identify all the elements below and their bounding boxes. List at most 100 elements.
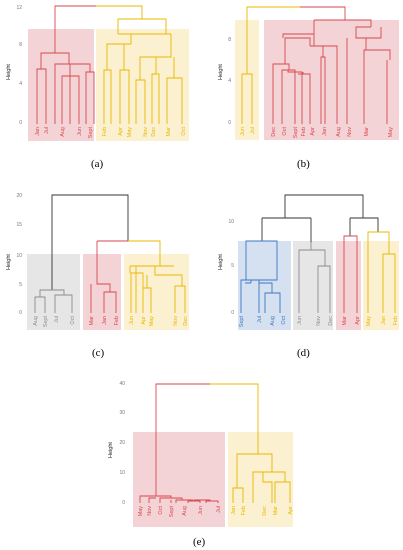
leaf-label: Jul: [250, 127, 256, 134]
leaf-label: May: [138, 506, 144, 517]
leaf-label: Jul: [216, 506, 222, 513]
leaf-label: Apr: [118, 127, 124, 136]
cluster-box-yellow: [124, 254, 189, 330]
leaf-label: May: [366, 316, 372, 327]
branch-yellow: [232, 453, 291, 503]
branch-red: [343, 235, 358, 313]
leaf-label: Dec: [262, 506, 268, 516]
leaf-label: Oct: [181, 127, 187, 136]
leaf-label: Jan: [102, 316, 108, 325]
cluster-box-gray: [293, 241, 333, 330]
leaf-label: Jun: [198, 506, 204, 515]
dendrogram-panel-e: Height 0 10 20 30 40 May Nov Oct Sept Au…: [108, 381, 294, 527]
y-tick-label: 10: [228, 219, 234, 225]
y-tick-label: 0: [122, 500, 125, 506]
leaf-label: Jun: [77, 127, 83, 136]
branch-root: [51, 194, 129, 290]
branch-red: [90, 240, 128, 313]
leaf-label: Aug: [33, 316, 39, 326]
leaf-label: Feb: [241, 506, 247, 515]
cluster-box-gray: [27, 254, 80, 330]
leaf-label: Dec: [151, 127, 157, 137]
leaf-label: Oct: [281, 316, 287, 325]
leaf-labels: Jan Jul Aug Jun Sept Feb Apr May Nov Dec…: [35, 127, 187, 139]
y-axis-label: Height: [6, 254, 12, 270]
dendrogram-panel-b: Height 0 4 8 Jun Jul Dec Oct Sept Feb Ap…: [218, 6, 399, 140]
leaf-label: Jun: [129, 316, 135, 325]
cluster-box-red: [133, 432, 225, 527]
y-tick-label: 8: [19, 42, 22, 48]
branch-gray: [34, 289, 73, 313]
branch-root-right: [96, 5, 143, 19]
branch-root-left: [54, 5, 96, 53]
leaf-label: Jul: [54, 316, 60, 323]
branch-root: [261, 194, 379, 242]
y-tick-label: 10: [16, 253, 22, 259]
panel-caption-a: (a): [91, 158, 104, 170]
leaf-label: Sept: [169, 506, 175, 518]
panel-caption-d: (d): [297, 347, 310, 359]
y-axis-label: Height: [218, 254, 224, 270]
y-tick-label: 0: [19, 120, 22, 126]
y-axis-label: Height: [218, 64, 224, 80]
y-tick-label: 40: [119, 381, 125, 387]
leaf-labels: Aug Sept Jul Oct Mar Jan Feb Jun Apr May…: [33, 316, 189, 328]
leaf-label: Aug: [182, 506, 188, 516]
leaf-label: Sept: [88, 127, 94, 139]
leaf-label: Jun: [297, 316, 303, 325]
leaf-label: Nov: [347, 127, 353, 137]
leaf-label: Apr: [310, 127, 316, 136]
leaf-label: Mar: [342, 316, 348, 326]
leaf-label: Dec: [328, 316, 334, 326]
leaf-label: Nov: [147, 506, 153, 516]
leaf-label: May: [127, 127, 133, 138]
dendrogram-branches: [36, 5, 183, 124]
leaf-label: Feb: [393, 316, 399, 325]
cluster-box-yellow: [228, 432, 293, 527]
branch-red: [272, 19, 391, 124]
dendrogram-branches: [241, 6, 391, 124]
y-tick-label: 12: [16, 5, 22, 11]
leaf-label: Feb: [114, 316, 120, 325]
leaf-label: Jan: [381, 316, 387, 325]
y-tick-label: 4: [19, 81, 22, 87]
leaf-label: Sept: [43, 316, 49, 328]
leaf-label: Apr: [288, 506, 294, 515]
leaf-label: Mar: [364, 127, 370, 137]
branch-yellow: [128, 240, 186, 313]
leaf-label: Nov: [173, 316, 179, 326]
cluster-box-blue: [238, 241, 291, 330]
dendrogram-panel-d: Height 0 5 10 Sept Jul Aug Oct Jun Nov D…: [218, 194, 399, 330]
y-axis-ticks: 0 10 20 30 40: [119, 381, 125, 506]
y-tick-label: 0: [231, 310, 234, 316]
panel-caption-b: (b): [297, 158, 310, 170]
leaf-label: Dec: [183, 316, 189, 326]
y-tick-label: 0: [228, 120, 231, 126]
y-tick-label: 4: [228, 78, 231, 84]
leaf-label: Jan: [35, 127, 41, 136]
branch-root-right: [210, 383, 259, 454]
leaf-label: Aug: [336, 127, 342, 137]
leaf-labels: Sept Jul Aug Oct Jun Nov Dec Mar Apr May…: [239, 316, 399, 328]
branch-red: [139, 495, 219, 503]
leaf-label: Feb: [102, 127, 108, 136]
branch-root-left: [246, 6, 300, 74]
leaf-label: Sept: [293, 127, 299, 139]
leaf-label: Oct: [282, 127, 288, 136]
branch-blue: [240, 240, 281, 313]
dendrogram-branches: [139, 383, 291, 503]
leaf-label: Jul: [44, 127, 50, 134]
y-axis-label: Height: [108, 442, 114, 458]
dendrogram-panel-c: Height 0 5 10 15 20 Aug Sept Jul Oct Mar…: [6, 193, 189, 330]
panel-caption-e: (e): [193, 536, 206, 548]
y-tick-label: 10: [119, 470, 125, 476]
y-axis-ticks: 0 4 8 12: [16, 5, 22, 126]
y-axis-ticks: 0 5 10: [228, 219, 234, 316]
leaf-label: Jun: [240, 127, 246, 136]
branch-root-left: [155, 383, 210, 496]
leaf-label: Jan: [231, 506, 237, 515]
leaf-label: Oct: [70, 316, 76, 325]
cluster-box-red: [264, 20, 399, 140]
panel-caption-c: (c): [92, 347, 105, 359]
y-tick-label: 5: [231, 263, 234, 269]
